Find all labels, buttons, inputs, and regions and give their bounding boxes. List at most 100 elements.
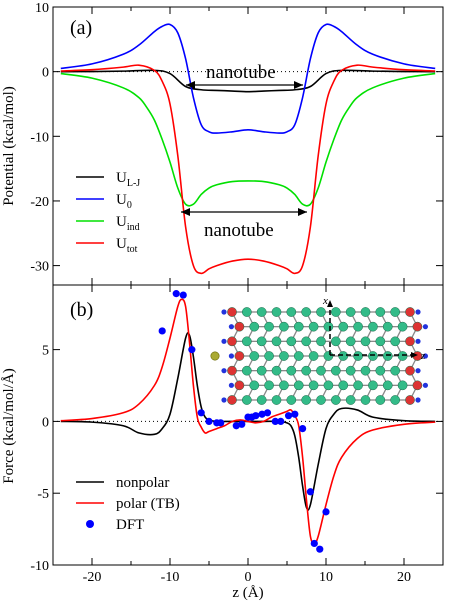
carbon-atom xyxy=(397,380,408,391)
hydrogen-atom xyxy=(422,324,429,330)
carbon-atom xyxy=(330,365,341,376)
carbon-atom xyxy=(264,380,274,391)
carbon-atom xyxy=(375,395,386,405)
dft-point xyxy=(310,539,318,548)
carbon-atom xyxy=(279,380,289,391)
carbon-atom xyxy=(286,365,297,376)
dft-point xyxy=(197,409,205,417)
carbon-atom xyxy=(345,336,356,347)
carbon-atom xyxy=(249,351,260,361)
panel-a-y-ticks: 10 0 -10 -20 -30 xyxy=(30,1,443,275)
carbon-atom xyxy=(256,365,267,376)
carbon-atom xyxy=(249,380,260,391)
y-tick-label: -30 xyxy=(30,260,49,275)
dft-point xyxy=(284,412,293,420)
carbon-atom xyxy=(382,351,393,361)
dft-point xyxy=(172,290,180,298)
panel-b-x-ticks: -20 -10 0 10 20 xyxy=(52,285,444,585)
hydrogen-atom xyxy=(422,382,429,388)
carbon-atom xyxy=(271,395,282,405)
carbon-atom xyxy=(316,365,326,376)
carbon-atom xyxy=(345,307,356,317)
nanotube-arrow-bottom xyxy=(181,208,307,216)
series-line-u0 xyxy=(60,23,436,134)
legend-item-ulj: UL-J xyxy=(76,170,140,189)
carbon-atom xyxy=(286,336,297,347)
lattice-atoms xyxy=(221,307,429,405)
carbon-atom xyxy=(375,336,386,347)
carbon-atom xyxy=(323,321,334,332)
series-line-polar-tb- xyxy=(60,298,436,545)
carbon-atom xyxy=(271,336,282,347)
svg-text:U0: U0 xyxy=(116,192,132,211)
edge-atom xyxy=(227,365,237,376)
carbon-atom xyxy=(330,336,341,347)
svg-text:Utot: Utot xyxy=(116,236,138,255)
carbon-atom xyxy=(368,380,378,391)
ion-atom xyxy=(210,351,220,361)
carbon-atom xyxy=(382,380,393,391)
legend-item-u0: U0 xyxy=(76,192,132,211)
panel-b-ylabel: Force (kcal/mol/Å) xyxy=(1,368,17,483)
carbon-atom xyxy=(279,351,289,361)
carbon-atom xyxy=(375,365,386,376)
svg-text:DFT: DFT xyxy=(116,517,144,533)
carbon-atom xyxy=(360,307,371,317)
carbon-atom xyxy=(338,321,349,332)
svg-text:polar (TB): polar (TB) xyxy=(116,496,180,512)
x-tick-label: 20 xyxy=(397,570,411,585)
edge-atom xyxy=(412,380,423,391)
hydrogen-atom xyxy=(228,382,235,388)
legend-item-dft: DFT xyxy=(86,517,144,533)
carbon-atom xyxy=(375,307,386,317)
legend-item-nonpolar: nonpolar xyxy=(76,475,169,491)
carbon-atom xyxy=(293,351,304,361)
y-tick-label: 5 xyxy=(42,344,49,359)
carbon-atom xyxy=(338,380,349,391)
y-tick-label: -5 xyxy=(37,487,49,502)
panel-a-ylabel: Potential (kcal/mol) xyxy=(1,86,17,206)
carbon-atom xyxy=(279,321,289,332)
carbon-atom xyxy=(271,365,282,376)
edge-atom xyxy=(412,321,423,332)
edge-atom xyxy=(405,395,415,405)
carbon-atom xyxy=(316,395,326,405)
edge-atom xyxy=(234,321,245,332)
carbon-atom xyxy=(286,307,297,317)
y-tick-label: -10 xyxy=(30,130,49,145)
carbon-atom xyxy=(390,307,401,317)
y-tick-label: -20 xyxy=(30,195,49,210)
x-axis-label: z (Å) xyxy=(232,585,263,601)
carbon-atom xyxy=(264,321,274,332)
carbon-atom xyxy=(323,351,334,361)
svg-text:UL-J: UL-J xyxy=(116,170,140,189)
edge-atom xyxy=(234,380,245,391)
edge-atom xyxy=(234,351,245,361)
panel-b-frame xyxy=(52,284,444,566)
carbon-atom xyxy=(330,395,341,405)
carbon-atom xyxy=(390,395,401,405)
hydrogen-atom xyxy=(228,353,235,359)
dft-point xyxy=(306,488,314,496)
edge-atom xyxy=(227,395,237,405)
hydrogen-atom xyxy=(221,368,227,374)
carbon-atom xyxy=(256,307,267,317)
dft-point xyxy=(271,417,279,426)
hydrogen-atom xyxy=(422,353,429,359)
panel-b-y-ticks: 5 0 -5 -10 xyxy=(30,344,443,574)
carbon-atom xyxy=(397,351,408,361)
hydrogen-atom xyxy=(415,338,421,344)
dft-point xyxy=(316,545,324,553)
carbon-atom xyxy=(345,365,356,376)
y-tick-label: 0 xyxy=(42,415,49,430)
carbon-atom xyxy=(397,321,408,332)
x-tick-label: 0 xyxy=(245,570,252,585)
carbon-atom xyxy=(345,395,356,405)
hydrogen-atom xyxy=(221,397,227,403)
panel-a-frame xyxy=(52,6,444,286)
dft-point xyxy=(238,420,246,428)
series-line-utot xyxy=(60,64,436,275)
carbon-atom xyxy=(301,365,312,376)
dft-point xyxy=(217,419,225,427)
inset-axes: x z xyxy=(322,295,426,362)
